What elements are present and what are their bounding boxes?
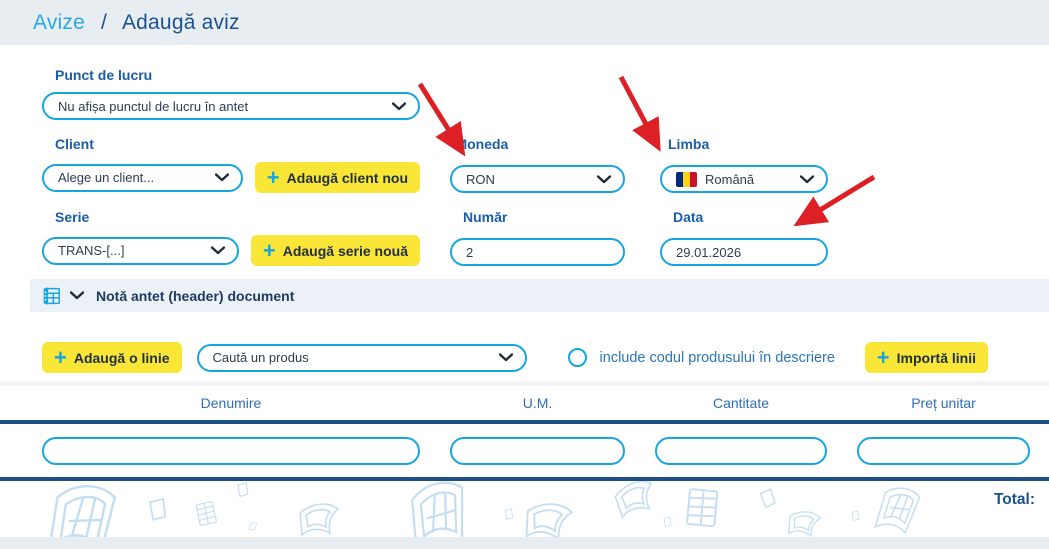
table-header-row: Denumire U.M. Cantitate Preț unitar: [0, 386, 1049, 420]
add-line-button[interactable]: + Adaugă o linie: [42, 342, 182, 373]
breadcrumb-separator: /: [101, 10, 108, 34]
breadcrumb: Avize / Adaugă aviz: [33, 11, 240, 35]
cantitate-input[interactable]: [655, 436, 827, 465]
limba-label: Limba: [668, 136, 710, 152]
add-serie-button-label: Adaugă serie nouă: [282, 242, 408, 259]
footer-strip: [0, 537, 1049, 549]
um-input[interactable]: [450, 436, 625, 465]
client-value: Alege un client...: [58, 170, 155, 185]
romania-flag-icon: [676, 171, 697, 187]
document-header-note-toggle[interactable]: Notă antet (header) document: [30, 279, 1049, 312]
table-top-divider: [0, 381, 1049, 386]
breadcrumb-avize-link[interactable]: Avize: [33, 10, 85, 34]
column-header-um: U.M.: [522, 395, 553, 411]
chevron-down-icon: [597, 174, 611, 183]
lines-toolbar: + Adaugă o linie Caută un produs include…: [0, 342, 1049, 373]
plus-icon: +: [266, 164, 280, 190]
totals-band: Total:: [0, 481, 1049, 543]
add-client-button[interactable]: + Adaugă client nou: [254, 162, 420, 193]
column-header-denumire: Denumire: [200, 395, 262, 411]
column-header-pret-unitar: Preț unitar: [911, 395, 976, 411]
serie-select[interactable]: TRANS-[...]: [42, 236, 239, 265]
chevron-down-icon: [210, 246, 225, 255]
note-row-label: Notă antet (header) document: [96, 287, 295, 304]
plus-icon: +: [876, 344, 890, 370]
client-label: Client: [55, 136, 94, 152]
table-row: [0, 424, 1049, 477]
numar-label: Număr: [463, 209, 508, 225]
limba-value: Română: [705, 171, 755, 187]
client-select[interactable]: Alege un client...: [42, 163, 243, 192]
serie-value: TRANS-[...]: [58, 243, 125, 258]
chevron-down-icon: [800, 174, 814, 183]
moneda-select[interactable]: RON: [450, 165, 625, 193]
plus-icon: +: [54, 344, 67, 370]
table-divider: [0, 420, 1049, 424]
punct-de-lucru-value: Nu afișa punctul de lucru în antet: [58, 98, 249, 114]
product-search-select[interactable]: Caută un produs: [196, 343, 527, 372]
punct-de-lucru-label: Punct de lucru: [55, 67, 153, 83]
data-input[interactable]: [660, 238, 828, 266]
aviz-form: Punct de lucru Nu afișa punctul de lucru…: [0, 45, 1049, 266]
punct-de-lucru-select[interactable]: Nu afișa punctul de lucru în antet: [42, 92, 420, 120]
denumire-input[interactable]: [42, 436, 420, 465]
limba-select[interactable]: Română: [660, 165, 828, 193]
column-header-cantitate: Cantitate: [712, 395, 770, 411]
table-divider: [0, 477, 1049, 481]
product-search-value: Caută un produs: [212, 350, 309, 365]
total-label: Total:: [993, 491, 1035, 508]
data-label: Data: [673, 209, 704, 225]
chevron-down-icon: [498, 353, 513, 362]
page-title: Adaugă aviz: [121, 10, 240, 34]
page-header: Avize / Adaugă aviz: [0, 0, 1049, 45]
numar-input[interactable]: [450, 238, 625, 266]
add-line-button-label: Adaugă o linie: [73, 349, 170, 366]
add-serie-button[interactable]: + Adaugă serie nouă: [250, 235, 420, 266]
import-lines-button-label: Importă linii: [896, 349, 976, 366]
chevron-down-icon: [214, 173, 229, 182]
decorative-flying-papers: [47, 481, 922, 543]
chevron-down-icon: [392, 101, 406, 110]
include-product-code-radio[interactable]: [567, 348, 587, 367]
moneda-value: RON: [466, 171, 495, 187]
moneda-label: *Moneda: [450, 136, 509, 152]
pret-unitar-input[interactable]: [857, 436, 1030, 465]
chevron-down-icon: [70, 291, 84, 300]
plus-icon: +: [262, 237, 276, 263]
accounting-journal-icon: [43, 286, 60, 305]
serie-label: Serie: [55, 209, 90, 225]
include-product-code-label: include codul produsului în descriere: [599, 349, 835, 366]
import-lines-button[interactable]: + Importă linii: [864, 342, 988, 373]
add-client-button-label: Adaugă client nou: [286, 169, 408, 186]
